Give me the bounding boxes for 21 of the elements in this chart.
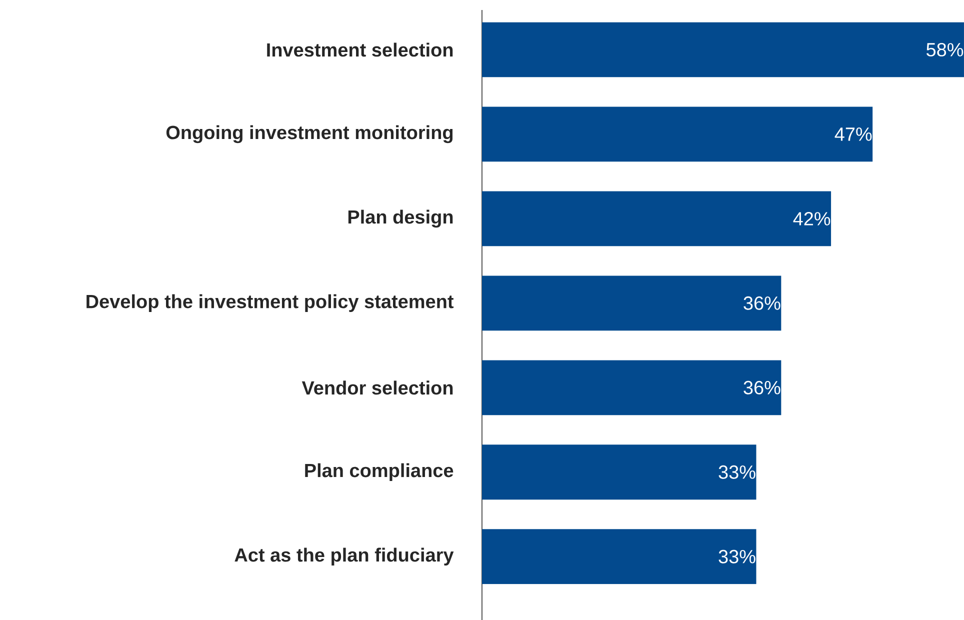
y-tick-label: Plan design: [348, 210, 453, 228]
y-tick-label: Plan compliance: [305, 463, 454, 481]
bar: [482, 360, 782, 416]
data-label: 47%: [834, 128, 872, 141]
data-label: 33%: [718, 550, 756, 564]
bar: [482, 22, 964, 78]
data-label: 58%: [926, 42, 964, 56]
data-label: 33%: [718, 465, 756, 479]
y-tick-label: Develop the investment policy statement: [86, 294, 454, 312]
bar: [482, 529, 756, 584]
y-tick-label: Ongoing investment monitoring: [166, 125, 453, 144]
bar: [482, 191, 832, 246]
bar: [482, 106, 873, 162]
data-label: 36%: [744, 380, 780, 394]
y-tick-label: Investment selection: [267, 42, 453, 57]
bar: [482, 276, 782, 331]
data-label: 36%: [744, 296, 780, 310]
y-tick-label: Act as the plan fiduciary: [234, 548, 454, 566]
data-label: 42%: [793, 212, 830, 226]
bar: [482, 444, 756, 500]
y-tick-label: Vendor selection: [302, 380, 453, 395]
